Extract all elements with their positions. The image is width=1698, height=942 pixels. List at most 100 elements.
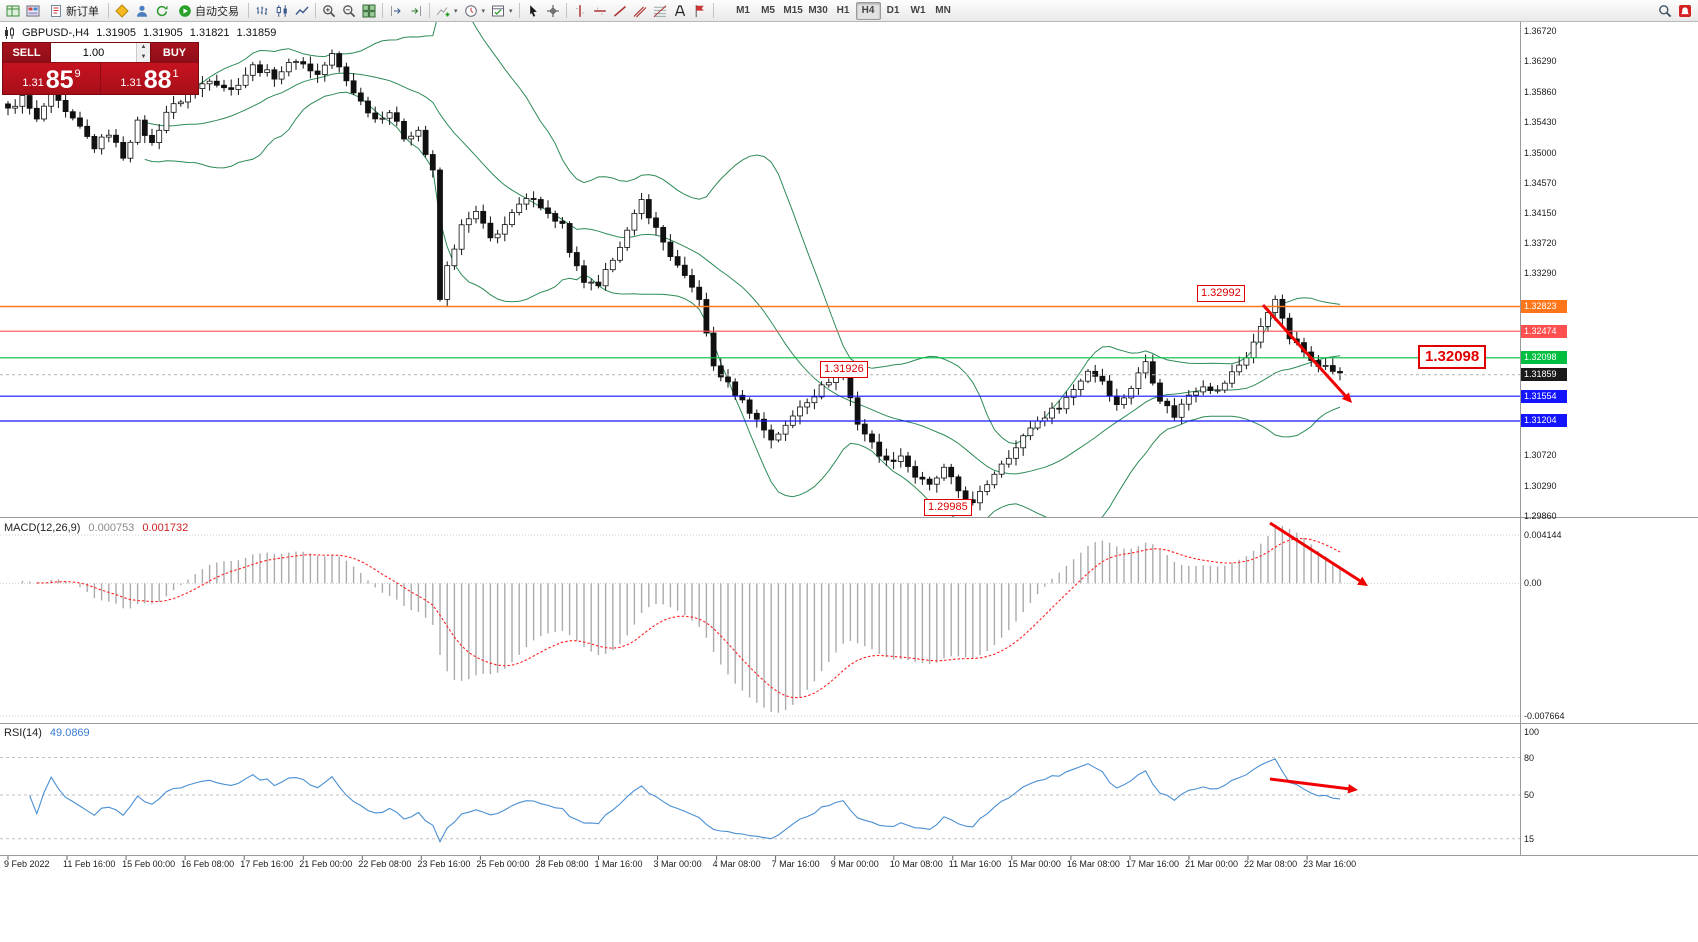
bid-price-display[interactable]: 1.31 85 9 xyxy=(3,63,101,94)
strategy-tester-icon[interactable] xyxy=(112,2,132,20)
toolbar-separator xyxy=(518,3,520,18)
vertical-line-icon[interactable] xyxy=(570,2,590,20)
refresh-icon[interactable] xyxy=(152,2,172,20)
macd-zero-label: 0.00 xyxy=(1524,578,1542,589)
buy-button[interactable]: BUY xyxy=(151,43,198,62)
refresh-icon-glyph xyxy=(156,5,168,16)
cursor-icon-glyph xyxy=(529,4,537,17)
price-annotation[interactable]: 1.32098 xyxy=(1418,345,1487,369)
macd-trend-arrow[interactable] xyxy=(1269,521,1368,586)
zoom-in-icon[interactable] xyxy=(319,2,339,20)
timeframe-M5-button[interactable]: M5 xyxy=(761,5,775,16)
search-icon-glyph xyxy=(1659,4,1672,17)
new-order-button[interactable]: 新订单 xyxy=(43,2,105,20)
zoom-out-icon[interactable] xyxy=(339,2,359,20)
text-label-icon[interactable] xyxy=(670,2,690,20)
price-annotation[interactable]: 1.31926 xyxy=(820,361,868,378)
auto-trading-button-label: 自动交易 xyxy=(195,5,239,18)
terminal-icon[interactable] xyxy=(23,2,43,20)
timeframe-H4-button[interactable]: H4 xyxy=(855,1,881,20)
chart-shift-icon[interactable] xyxy=(386,2,406,20)
time-axis-label: 23 Feb 16:00 xyxy=(417,859,471,869)
tile-windows-icon-glyph xyxy=(362,4,376,17)
candlestick-chart-icon[interactable] xyxy=(272,2,292,20)
search-icon[interactable] xyxy=(1655,2,1675,20)
crosshair-icon[interactable] xyxy=(543,2,563,20)
price-annotation[interactable]: 1.29985 xyxy=(924,499,972,516)
toolbar-separator xyxy=(108,3,109,18)
time-axis-label: 21 Feb 00:00 xyxy=(299,859,353,869)
timeframe-M30-button[interactable]: M30 xyxy=(808,5,828,16)
rsi-100-label: 100 xyxy=(1524,727,1540,737)
templates-icon[interactable]: ▾ xyxy=(488,2,516,20)
sell-button[interactable]: SELL xyxy=(3,43,50,62)
rsi-50-label: 50 xyxy=(1524,790,1535,800)
volume-decrease-button[interactable]: ▼ xyxy=(137,52,150,62)
zoom-out-icon-glyph xyxy=(343,4,356,17)
macd-min-label: -0.007664 xyxy=(1524,711,1565,721)
alert-icon[interactable] xyxy=(1675,2,1695,20)
current-bid-marker: 1.31859 xyxy=(1521,368,1567,382)
candlestick-chart-icon-glyph xyxy=(276,4,287,17)
rsi-value: 49.0869 xyxy=(49,727,90,739)
line-chart-icon[interactable] xyxy=(292,2,312,20)
volume-input[interactable] xyxy=(51,43,136,62)
timeframe-D1-button[interactable]: D1 xyxy=(886,5,900,16)
macd-label: MACD(12,26,9) xyxy=(4,522,81,534)
rsi-trend-arrow[interactable] xyxy=(1269,777,1358,794)
rsi-line xyxy=(29,758,1341,843)
main-chart-layer xyxy=(5,22,1343,517)
profile-icon-glyph xyxy=(137,5,147,17)
toolbar-separator xyxy=(429,3,430,18)
trendline-icon[interactable] xyxy=(610,2,630,20)
price-tick-label: 1.30290 xyxy=(1524,480,1557,491)
auto-scroll-icon-glyph xyxy=(411,5,421,16)
volume-increase-button[interactable]: ▲ xyxy=(137,43,150,53)
ask-price-display[interactable]: 1.31 88 1 xyxy=(101,63,198,94)
price-marker-1.31554: 1.31554 xyxy=(1521,389,1567,403)
price-marker-1.32823: 1.32823 xyxy=(1521,300,1567,313)
auto-trading-glyph xyxy=(179,4,191,17)
timeframe-M15-button[interactable]: M15 xyxy=(783,5,803,16)
periods-icon[interactable]: ▾ xyxy=(461,2,489,20)
toolbar-separator xyxy=(712,3,714,18)
equidistant-channel-icon[interactable] xyxy=(630,2,650,20)
price-tick-label: 1.34150 xyxy=(1524,207,1557,218)
market-watch-icon-glyph xyxy=(6,5,20,16)
time-axis-label: 1 Mar 16:00 xyxy=(594,859,643,869)
chart-shift-icon-glyph xyxy=(391,5,401,16)
periods-icon-glyph xyxy=(464,4,477,17)
macd-signal-value: 0.001732 xyxy=(142,522,189,534)
macd-header: MACD(12,26,9) 0.000753 0.001732 xyxy=(4,522,188,534)
new-order-button-label: 新订单 xyxy=(66,5,99,18)
market-watch-icon[interactable] xyxy=(3,2,23,20)
bid-big-digits: 85 xyxy=(45,66,74,94)
crosshair-icon-glyph xyxy=(546,4,559,17)
fibonacci-icon[interactable] xyxy=(650,2,670,20)
rsi-layer xyxy=(0,757,1520,843)
auto-trading-button[interactable]: 自动交易 xyxy=(172,2,245,20)
bar-chart-icon[interactable] xyxy=(252,2,272,20)
cursor-icon[interactable] xyxy=(523,2,543,20)
time-axis-label: 22 Mar 08:00 xyxy=(1244,859,1298,869)
timeframe-M1-button[interactable]: M1 xyxy=(736,5,750,16)
timeframe-H1-button[interactable]: H1 xyxy=(836,5,850,16)
price-annotation[interactable]: 1.32992 xyxy=(1197,285,1245,302)
auto-scroll-icon[interactable] xyxy=(406,2,426,20)
text-label-icon-glyph xyxy=(674,4,685,16)
profile-icon[interactable] xyxy=(132,2,152,20)
indicators-icon[interactable]: ▾ xyxy=(433,2,461,20)
timeframe-MN-button[interactable]: MN xyxy=(935,5,951,16)
open-value: 1.31905 xyxy=(96,27,137,39)
arrows-icon[interactable] xyxy=(690,2,710,20)
horizontal-line-icon[interactable] xyxy=(590,2,610,20)
fibonacci-icon-glyph xyxy=(653,4,666,17)
price-marker-1.32098: 1.32098 xyxy=(1521,351,1567,365)
time-axis-label: 4 Mar 08:00 xyxy=(712,859,761,869)
price-trend-arrow[interactable] xyxy=(1261,303,1352,403)
tile-windows-icon[interactable] xyxy=(359,2,379,20)
indicators-icon-glyph xyxy=(436,6,450,16)
time-axis-label: 23 Mar 16:00 xyxy=(1303,859,1357,869)
timeframe-W1-button[interactable]: W1 xyxy=(910,5,926,16)
